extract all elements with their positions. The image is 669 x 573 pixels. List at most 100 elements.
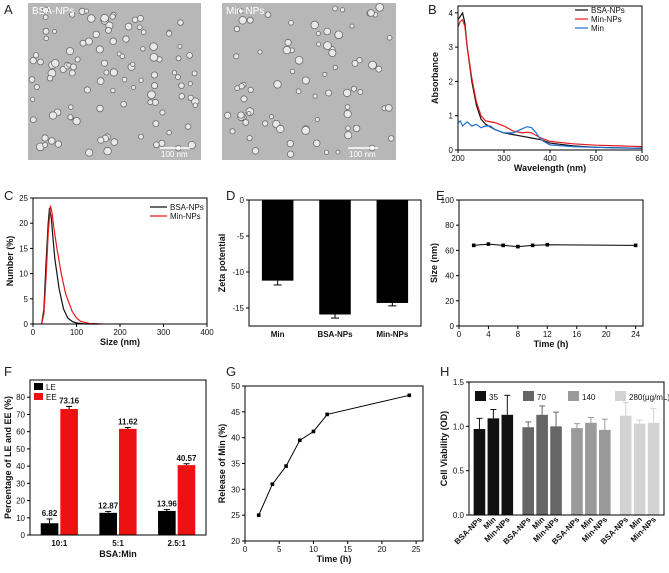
nanoparticle xyxy=(177,19,184,26)
nanoparticle xyxy=(342,88,352,98)
chart-b: 200 300 400 500 600 0 1 2 3 4 Wavelength (nm) Absor… xyxy=(430,5,649,173)
legend-label: LE xyxy=(46,383,56,392)
y-tick-label: 40 xyxy=(16,462,25,471)
x-tick-label: BSA-NPs xyxy=(317,330,353,339)
data-label: 73.16 xyxy=(59,396,80,405)
bar-35-Min xyxy=(487,418,500,515)
nanoparticle xyxy=(150,71,158,79)
nanoparticle xyxy=(350,85,357,92)
nanoparticle xyxy=(66,62,72,68)
x-tick-label: 0 xyxy=(457,330,462,339)
panel-letter-e: E xyxy=(436,188,445,203)
bar-140-BSA-NPs xyxy=(571,428,583,515)
x-tick-label: 600 xyxy=(635,154,649,163)
chart-d: Min BSA-NPs Min-NPs 0 -5 -10 -15 Zeta potential xyxy=(217,196,422,339)
nanoparticle xyxy=(158,139,166,147)
nanoparticle xyxy=(313,139,321,147)
bar-BSA-NPs xyxy=(319,200,351,315)
nanoparticle xyxy=(323,41,332,50)
nanoparticle xyxy=(332,5,339,12)
data-label: 40.57 xyxy=(176,454,197,463)
bar-LE-5:1 xyxy=(99,512,117,535)
bar-70-Min xyxy=(536,414,548,515)
x-tick-label: 8 xyxy=(516,330,521,339)
nanoparticle xyxy=(343,109,352,119)
y-tick-label: 0 xyxy=(21,531,26,540)
nanoparticle xyxy=(109,37,117,45)
series-line-release xyxy=(258,394,410,516)
nanoparticle xyxy=(332,64,338,71)
nanoparticle xyxy=(357,89,364,95)
nanoparticle xyxy=(178,82,185,89)
legend-label: 280(μg/mL) xyxy=(629,393,669,402)
y-tick-label: 50 xyxy=(231,382,240,391)
y-tick-label: -15 xyxy=(232,304,244,313)
data-label: 13.96 xyxy=(157,500,178,509)
legend-swatch xyxy=(523,391,534,401)
nanoparticle xyxy=(328,49,337,58)
data-point xyxy=(284,464,288,468)
nanoparticle xyxy=(85,37,93,46)
axes-frame-b xyxy=(457,5,643,151)
nanoparticle xyxy=(100,13,109,23)
legend-label: Min-NPs xyxy=(170,212,201,221)
nanoparticle xyxy=(42,27,50,35)
nanoparticle xyxy=(84,8,90,14)
x-tick-label: 4 xyxy=(486,330,491,339)
data-point xyxy=(471,243,476,248)
nanoparticle xyxy=(242,119,250,126)
nanoparticle xyxy=(140,29,147,35)
panel-letter-h: H xyxy=(440,364,449,379)
axes-frame-e xyxy=(458,199,644,327)
bar-Min-NPs xyxy=(376,200,409,303)
nanoparticle xyxy=(92,30,100,39)
y-tick-label: 5 xyxy=(24,295,29,304)
y-axis-label: Cell Viability (OD) xyxy=(439,411,449,486)
y-axis-label: Number (%) xyxy=(5,236,15,287)
panel-letter-a: A xyxy=(4,2,13,17)
x-tick-label: 20 xyxy=(602,330,611,339)
y-tick-label: 0 xyxy=(240,196,245,205)
nanoparticle xyxy=(95,45,104,54)
nanoparticle xyxy=(335,149,341,155)
x-tick-label: 12 xyxy=(543,330,552,339)
nanoparticle xyxy=(184,123,192,130)
y-tick-label: 15 xyxy=(19,244,28,253)
y-tick-label: 30 xyxy=(231,485,240,494)
data-point xyxy=(407,393,412,398)
bar-35-BSA-NPs xyxy=(473,428,486,515)
data-point xyxy=(256,513,261,517)
nanoparticle xyxy=(96,104,104,113)
scale-label-bsa: 100 nm xyxy=(161,150,188,159)
nanoparticle xyxy=(356,57,363,64)
nanoparticle xyxy=(187,81,193,87)
panel-letter-c: C xyxy=(4,188,13,203)
x-tick-label: 200 xyxy=(113,328,127,337)
data-label: 11.62 xyxy=(118,417,138,426)
nanoparticle xyxy=(192,102,199,108)
nanoparticle xyxy=(339,7,346,13)
y-tick-label: 20 xyxy=(16,497,25,506)
nanoparticle xyxy=(233,53,240,60)
legend-label: BSA-NPs xyxy=(591,6,625,15)
nanoparticle xyxy=(29,56,37,65)
nanoparticle xyxy=(171,70,178,76)
nanoparticle xyxy=(121,76,128,83)
scale-label-min: 100 nm xyxy=(349,150,376,159)
nanoparticle xyxy=(315,30,321,36)
data-point xyxy=(486,242,491,246)
legend-label: Min-NPs xyxy=(591,15,622,24)
y-tick-label: 25 xyxy=(231,511,240,520)
legend-swatch xyxy=(475,391,486,401)
nanoparticle xyxy=(48,137,56,145)
y-axis-label: Percentage of LE and EE (%) xyxy=(3,396,13,519)
nanoparticle xyxy=(46,74,54,82)
nanoparticle xyxy=(367,9,375,17)
bar-280(μg/mL)-Min xyxy=(633,423,646,515)
nanoparticle xyxy=(138,133,144,140)
y-tick-label: 1.5 xyxy=(453,378,465,387)
bar-EE-10:1 xyxy=(60,409,78,535)
nanoparticle xyxy=(29,96,36,102)
chart-e: 0 4 8 12 16 20 24 0 20 40 60 80 100 Time (h) Size (nm) xyxy=(429,196,644,349)
